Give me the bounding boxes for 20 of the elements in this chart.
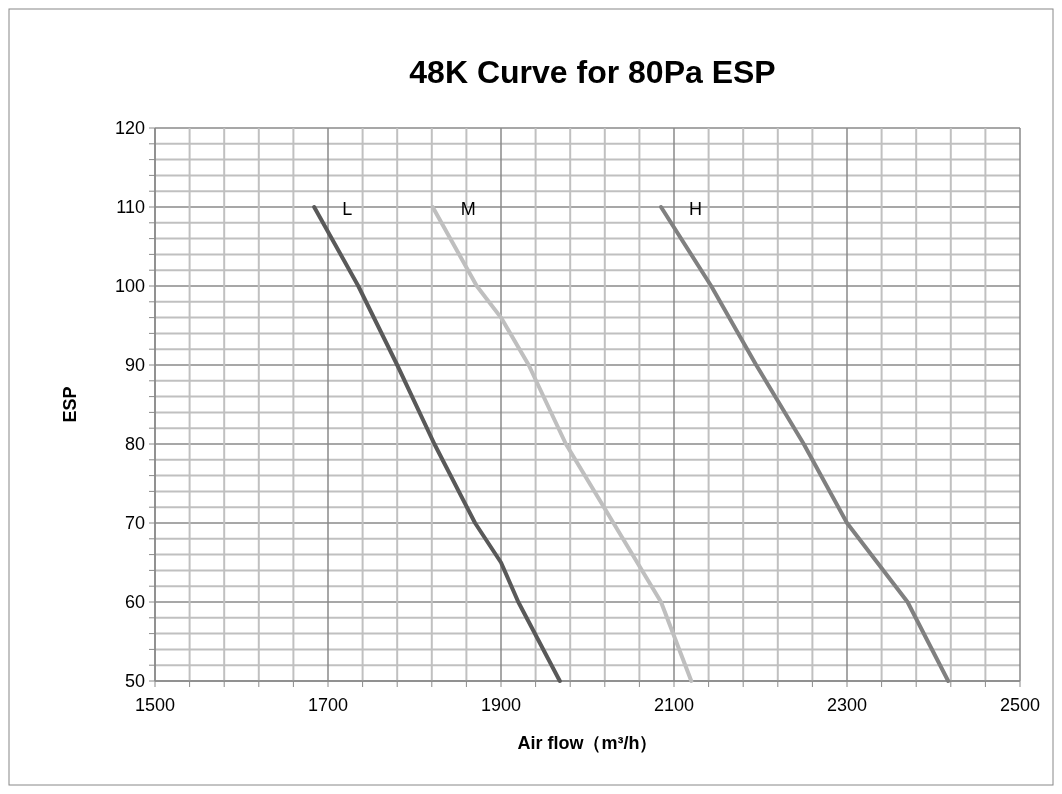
- y-tick-label: 50: [124, 671, 145, 691]
- y-tick-label: 120: [114, 118, 145, 138]
- y-tick-label: 60: [124, 592, 145, 612]
- series-label: H: [689, 199, 703, 219]
- x-tick-label: 1500: [134, 695, 176, 715]
- x-tick-label: 2300: [826, 695, 868, 715]
- y-tick-label: 80: [124, 434, 145, 454]
- x-tick-label: 1700: [307, 695, 349, 715]
- x-tick-label: 1900: [480, 695, 522, 715]
- y-axis-title: ESP: [60, 386, 80, 423]
- series-label: L: [342, 199, 353, 219]
- series-label: M: [460, 199, 476, 219]
- y-tick-label: 110: [116, 197, 145, 217]
- chart-title: 48K Curve for 80Pa ESP: [409, 54, 776, 90]
- x-axis-title: Air flow（m³/h）: [517, 733, 658, 753]
- x-tick-label: 2100: [653, 695, 695, 715]
- y-tick-label: 70: [124, 513, 145, 533]
- y-tick-label: 90: [124, 355, 145, 375]
- y-tick-label: 100: [114, 276, 145, 296]
- x-tick-label: 2500: [999, 695, 1041, 715]
